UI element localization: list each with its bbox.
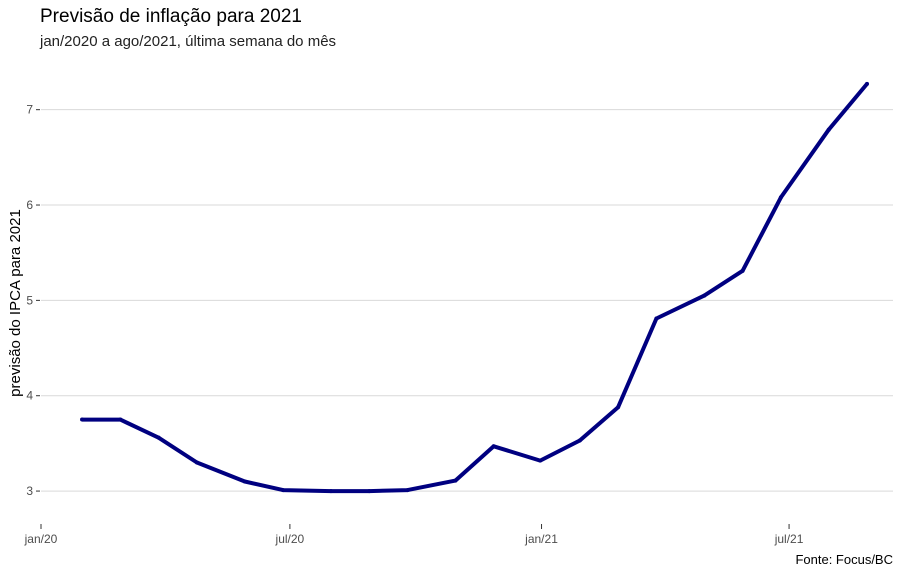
y-axis-title: previsão do IPCA para 2021 — [7, 209, 24, 397]
y-tick-label: 6 — [26, 198, 33, 212]
y-tick-label: 4 — [26, 389, 33, 403]
data-point — [616, 405, 621, 410]
y-tick-label: 7 — [26, 103, 33, 117]
x-tick-label: jul/20 — [275, 532, 305, 546]
data-point — [453, 478, 458, 483]
data-point — [778, 195, 783, 200]
source-caption: Fonte: Focus/BC — [795, 552, 893, 567]
data-point — [740, 268, 745, 273]
data-point — [577, 438, 582, 443]
chart-title: Previsão de inflação para 2021 — [40, 6, 302, 27]
x-tick-label: jan/21 — [524, 532, 558, 546]
y-axis: 3 4 5 6 7 — [26, 103, 40, 498]
grid-layer — [41, 109, 893, 492]
data-point — [156, 435, 161, 440]
data-point — [367, 489, 372, 494]
data-point — [281, 488, 286, 493]
y-tick-label: 3 — [26, 484, 33, 498]
x-tick-label: jul/21 — [774, 532, 804, 546]
data-point — [702, 293, 707, 298]
data-point — [328, 489, 333, 494]
data-point — [826, 127, 831, 132]
series-layer — [80, 81, 870, 494]
y-tick-label: 5 — [26, 293, 33, 307]
x-tick-label: jan/20 — [24, 532, 58, 546]
data-point — [242, 479, 247, 484]
chart-subtitle: jan/2020 a ago/2021, última semana do mê… — [40, 33, 337, 50]
x-axis: jan/20 jul/20 jan/21 jul/21 — [24, 524, 804, 546]
data-point — [491, 444, 496, 449]
data-point — [118, 417, 123, 422]
series-line — [82, 82, 869, 494]
data-point — [80, 417, 85, 422]
data-point — [538, 458, 543, 463]
data-point — [194, 460, 199, 465]
data-point — [405, 488, 410, 493]
data-point — [654, 316, 659, 321]
data-point — [865, 81, 870, 86]
